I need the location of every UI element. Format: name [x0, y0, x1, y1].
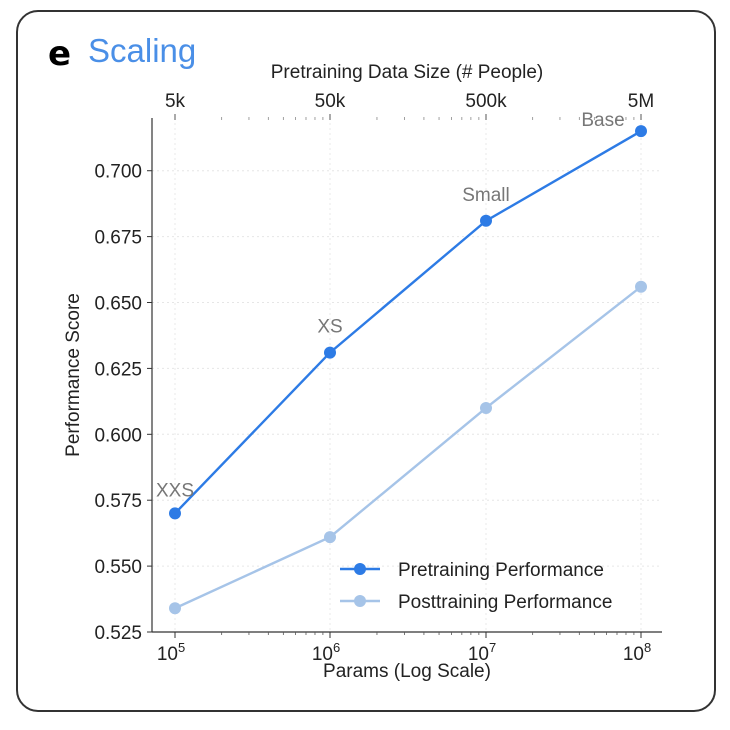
y-axis-title: Performance Score: [63, 293, 84, 457]
panel-letter: e: [48, 34, 72, 74]
y-tick-label: 0.700: [94, 162, 142, 183]
data-point-series-2: [169, 602, 181, 615]
x-axis-title: Params (Log Scale): [323, 661, 491, 682]
y-tick-label: 0.625: [94, 359, 142, 380]
legend: Pretraining Performance Posttraining Perf…: [340, 560, 612, 613]
axes: 0.525 0.550 0.575 0.600 0.625 0.650 0.675 0.700…: [94, 91, 662, 665]
model-size-label: XS: [317, 317, 342, 338]
data-point-series-2: [480, 401, 492, 414]
data-point-series-1: [324, 346, 336, 359]
data-point-series-1: [635, 125, 647, 138]
grid: [152, 118, 662, 633]
top-axis-title: Pretraining Data Size (# People): [271, 62, 543, 83]
y-tick-label: 0.675: [94, 228, 142, 249]
model-size-label: Small: [462, 185, 510, 206]
model-size-label: Base: [581, 110, 624, 131]
y-tick-label: 0.575: [94, 491, 142, 512]
x-tick-label: 107: [468, 640, 496, 665]
series-line-1: [174, 130, 642, 515]
x-tick-label: 105: [157, 640, 185, 665]
model-size-label: XXS: [156, 480, 194, 501]
x-tick-label: 106: [312, 640, 340, 665]
y-tick-label: 0.550: [94, 557, 142, 578]
series-line-2: [174, 285, 642, 610]
data-point-series-2: [635, 280, 647, 293]
y-tick-label: 0.650: [94, 294, 142, 315]
top-tick-label: 50k: [315, 91, 346, 112]
x-tick-label: 108: [623, 640, 651, 665]
legend-marker: [354, 563, 366, 575]
series: [169, 125, 647, 615]
data-point-series-1: [480, 214, 492, 227]
top-tick-label: 5M: [628, 91, 654, 112]
labels: Params (Log Scale) Pretraining Data Size …: [63, 62, 625, 682]
y-tick-label: 0.600: [94, 425, 142, 446]
top-tick-label: 500k: [465, 91, 507, 112]
legend-label: Posttraining Performance: [398, 592, 612, 613]
data-point-series-2: [324, 531, 336, 544]
top-tick-label: 5k: [165, 91, 186, 112]
y-tick-label: 0.525: [94, 623, 142, 644]
figure-card: [16, 10, 716, 712]
panel-title: Scaling: [88, 32, 197, 69]
legend-marker: [354, 595, 366, 607]
data-point-series-1: [169, 507, 181, 520]
legend-label: Pretraining Performance: [398, 560, 604, 581]
